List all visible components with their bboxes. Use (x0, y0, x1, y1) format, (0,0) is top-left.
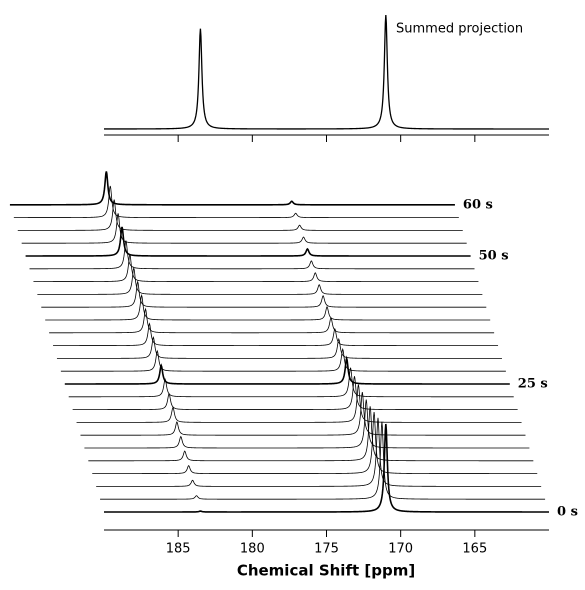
spectrum-trace (17, 199, 463, 231)
trace-label: 60 s (463, 197, 493, 212)
spectrum-trace (60, 347, 506, 372)
spectrum-trace (80, 392, 526, 436)
x-axis-label: Chemical Shift [ppm] (237, 562, 415, 580)
x-tick-label: 165 (462, 542, 487, 557)
spectrum-trace (21, 213, 467, 244)
spectrum-trace (104, 423, 549, 513)
spectrum-trace (84, 399, 530, 449)
spectrum-trace (49, 307, 495, 334)
spectrum-trace (72, 376, 518, 410)
spectrum-trace (9, 171, 455, 206)
spectrum-trace (37, 266, 483, 295)
x-tick-label: 175 (314, 542, 339, 557)
x-tick-label: 185 (166, 542, 191, 557)
spectrum-trace (68, 367, 514, 398)
spectrum-trace (25, 226, 471, 257)
spectrum-trace (88, 406, 534, 462)
spectrum-trace (56, 335, 502, 359)
spectrum-trace (96, 417, 542, 487)
spectrum-trace (29, 240, 475, 270)
spectrum-trace (64, 355, 510, 385)
x-tick-label: 170 (388, 542, 413, 557)
spectrum-trace (76, 384, 522, 423)
spectrum-trace (33, 254, 479, 282)
projection-trace (104, 14, 549, 130)
spectrum-trace (53, 322, 499, 346)
spectrum-trace (41, 280, 487, 308)
spectrum-trace (92, 411, 538, 474)
projection-annotation: Summed projection (396, 22, 523, 37)
x-tick-label: 180 (240, 542, 265, 557)
trace-label: 50 s (479, 249, 509, 264)
trace-label: 25 s (518, 377, 548, 392)
spectrum-trace (13, 185, 459, 218)
spectrum-trace (100, 421, 546, 500)
trace-label: 0 s (557, 505, 578, 520)
spectrum-trace (45, 293, 491, 321)
